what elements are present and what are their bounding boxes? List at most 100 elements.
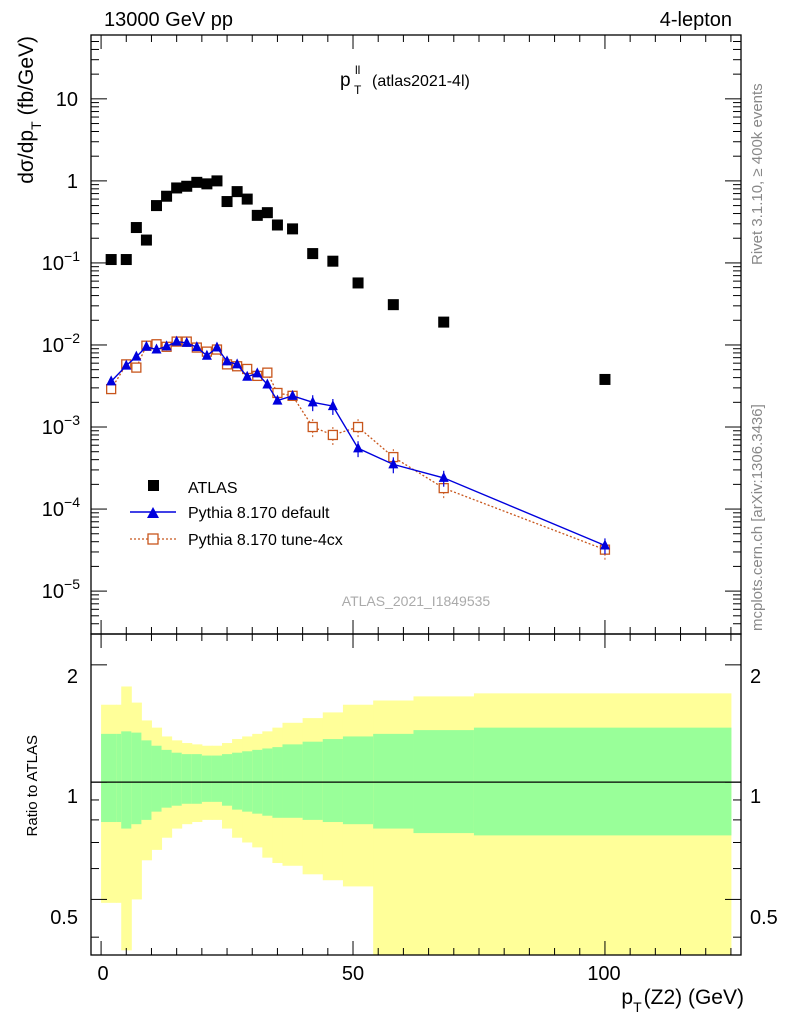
atlas-point [327,255,339,267]
ratio-band-inner-bin [201,755,213,802]
ratio-band-inner-bin [121,731,132,829]
atlas-point [261,207,273,219]
plot-title-sub: T [354,83,362,97]
atlas-point [307,248,319,260]
tune-point [352,421,364,433]
default-point [327,400,338,411]
ratio-band-inner-bin [222,754,233,806]
ratio-band-inner-bin [322,739,344,823]
default-point [211,341,222,352]
ratio-tick-label-0.5-right: 0.5 [750,907,778,929]
atlas-point [161,190,173,202]
series-atlas [105,175,611,385]
legend-tune-label: Pythia 8.170 tune-4cx [188,532,343,549]
default-point [161,340,172,351]
ratio-band-inner-bin [141,740,152,820]
plot-title-main: p [340,70,351,91]
tune-point [106,383,117,395]
default-point [141,340,152,351]
ratio-band-inner-bin [181,754,193,804]
x-tick-label-0: 0 [97,963,108,985]
atlas-point [181,180,193,192]
main-y-tick-label: 10−4 [42,494,80,521]
mcplots-label: mcplots.cern.ch [arXiv:1306.3436] [749,404,766,631]
analysis-id-label: ATLAS_2021_I1849535 [342,593,491,609]
tune-point [131,362,142,373]
main-y-tick-label: 10−2 [42,330,80,357]
default-point [222,355,233,366]
ratio-y-axis-label: Ratio to ATLAS [24,735,41,836]
atlas-point [105,254,117,266]
default-point [262,378,273,389]
atlas-point [599,373,611,385]
default-point [599,539,610,550]
atlas-point [231,186,243,198]
atlas-point [251,209,263,221]
atlas-point [211,175,223,187]
default-point [171,335,182,346]
main-y-tick-labels: 10 1 10−1 10−2 10−3 10−4 10−5 [42,89,80,603]
tune-point [307,421,318,433]
ratio-band-inner-bin [101,733,117,823]
atlas-point [221,196,233,208]
default-point [438,471,449,482]
x-axis-label: pT(Z2) (GeV) [621,986,744,1015]
main-y-tick-label: 10−1 [42,248,80,275]
default-point [232,358,243,369]
legend-atlas-marker [148,480,159,491]
default-point [106,375,117,386]
main-y-tick-label: 10−5 [42,576,80,603]
default-point [151,343,162,354]
default-point [353,442,364,453]
main-y-tick-label: 1 [67,171,78,193]
default-point [181,336,192,347]
ratio-tick-label-2-left: 2 [67,666,78,688]
default-point [272,394,283,405]
ratio-band-inner-bin [242,751,253,812]
default-point [121,359,132,370]
atlas-point [201,178,213,190]
atlas-point [130,222,142,234]
ratio-tick-label-1-left: 1 [67,786,78,808]
legend-default-marker [147,507,159,518]
legend-default-label: Pythia 8.170 default [188,505,330,522]
atlas-point [438,316,450,328]
rivet-label: Rivet 3.1.10, ≥ 400k events [749,83,766,265]
x-tick-label-50: 50 [342,963,364,985]
default-point [131,350,142,361]
ratio-band-inner-bin [211,755,223,802]
axis-ticks [91,34,741,955]
ratio-plot-frame [90,633,742,956]
atlas-point [287,223,299,235]
ratio-band-inner-bin [116,733,122,823]
default-point [242,370,253,381]
ratio-band-inner-bin [151,745,163,812]
main-y-tick-label: 10 [56,89,78,111]
legend: ATLAS Pythia 8.170 default Pythia 8.170 … [130,480,343,549]
default-point [388,458,399,469]
ratio-band-inner-bin [161,749,173,808]
default-point [252,367,263,378]
atlas-point [271,219,283,231]
main-y-axis-label: dσ/dpT(fb/GeV) [15,36,44,184]
energy-label: 13000 GeV pp [104,9,233,31]
atlas-point [140,234,152,246]
ratio-band-inner-bin [282,744,304,818]
ratio-uncertainty-band [101,686,732,955]
default-point [201,349,212,360]
plot-title-sup: ll [355,63,360,77]
atlas-point [241,193,253,205]
tune-point [262,367,273,378]
ratio-tick-label-2-right: 2 [750,666,761,688]
ratio-band-inner-bin [473,727,732,836]
ratio-band-inner-bin [373,733,414,829]
atlas-point [387,299,399,311]
channel-label: 4-lepton [660,9,732,31]
ratio-band-inner-bin [191,754,203,804]
ratio-tick-label-0.5-left: 0.5 [50,907,78,929]
default-point [307,396,318,407]
atlas-point [191,176,203,188]
ratio-band-inner-bin [171,752,183,806]
tune-point [327,429,339,441]
